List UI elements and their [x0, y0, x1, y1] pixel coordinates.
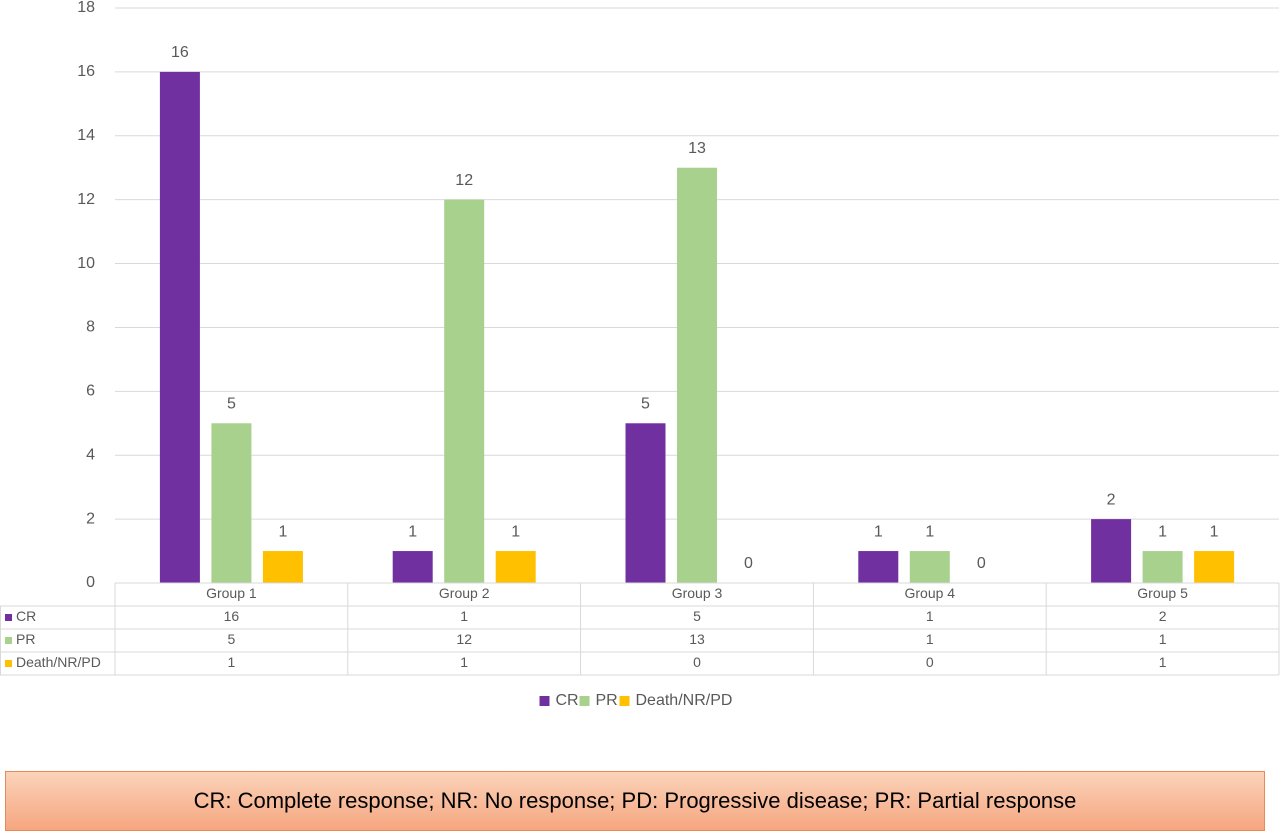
x-tick-label: Group 4	[905, 585, 956, 601]
table-cell: 0	[693, 654, 701, 670]
data-label: 13	[688, 140, 706, 157]
table-key	[5, 637, 12, 644]
data-label: 1	[874, 523, 883, 540]
y-tick-label: 12	[77, 191, 95, 208]
data-label: 2	[1107, 491, 1116, 508]
data-label: 5	[641, 395, 650, 412]
legend-label: CR	[556, 692, 579, 709]
x-tick-label: Group 2	[439, 585, 490, 601]
table-row-label: Death/NR/PD	[16, 654, 101, 670]
table-cell: 1	[926, 631, 934, 647]
bar	[262, 551, 303, 583]
bar	[625, 423, 666, 583]
bar	[495, 551, 536, 583]
bar	[1091, 519, 1132, 583]
data-label: 0	[977, 555, 986, 572]
legend-key	[539, 696, 550, 706]
x-tick-label: Group 5	[1137, 585, 1188, 601]
bar	[909, 551, 950, 583]
table-cell: 5	[228, 631, 236, 647]
data-label: 12	[455, 172, 473, 189]
bar	[677, 167, 717, 583]
table-cell: 1	[460, 608, 468, 624]
bar	[1194, 551, 1235, 583]
legend-key	[579, 696, 590, 706]
data-label: 1	[1158, 523, 1167, 540]
y-tick-label: 6	[86, 383, 95, 400]
legend-key	[619, 696, 630, 706]
y-tick-label: 16	[77, 63, 95, 80]
y-tick-label: 18	[77, 0, 95, 16]
table-cell: 1	[926, 608, 934, 624]
legend-label: Death/NR/PD	[636, 692, 733, 709]
bar	[444, 199, 485, 583]
y-tick-label: 0	[86, 574, 95, 591]
table-key	[5, 614, 12, 621]
table-cell: 13	[689, 631, 705, 647]
x-tick-label: Group 1	[206, 585, 257, 601]
bar	[392, 551, 433, 583]
bar	[858, 551, 899, 583]
y-tick-label: 4	[86, 446, 95, 463]
table-row-label: CR	[16, 608, 36, 624]
table-cell: 0	[926, 654, 934, 670]
table-cell: 1	[228, 654, 236, 670]
legend-label: PR	[596, 692, 618, 709]
bar	[1142, 551, 1183, 583]
table-row-label: PR	[16, 631, 35, 647]
y-tick-label: 14	[77, 127, 95, 144]
table-cell: 16	[224, 608, 240, 624]
table-cell: 12	[456, 631, 472, 647]
data-label: 16	[171, 44, 189, 61]
y-tick-label: 8	[86, 319, 95, 336]
y-tick-label: 2	[86, 510, 95, 527]
data-label: 0	[744, 555, 753, 572]
x-tick-label: Group 3	[672, 585, 723, 601]
y-tick-label: 10	[77, 255, 95, 272]
table-cell: 1	[1159, 654, 1167, 670]
data-label: 1	[278, 523, 287, 540]
bar	[211, 423, 252, 583]
data-label: 5	[227, 395, 236, 412]
table-cell: 5	[693, 608, 701, 624]
table-cell: 2	[1159, 608, 1167, 624]
footnote: CR: Complete response; NR: No response; …	[5, 771, 1265, 831]
table-cell: 1	[1159, 631, 1167, 647]
data-label: 1	[408, 523, 417, 540]
data-label: 1	[511, 523, 520, 540]
data-label: 1	[925, 523, 934, 540]
bar	[159, 71, 200, 583]
table-cell: 1	[460, 654, 468, 670]
table-key	[5, 660, 12, 667]
data-label: 1	[1210, 523, 1219, 540]
